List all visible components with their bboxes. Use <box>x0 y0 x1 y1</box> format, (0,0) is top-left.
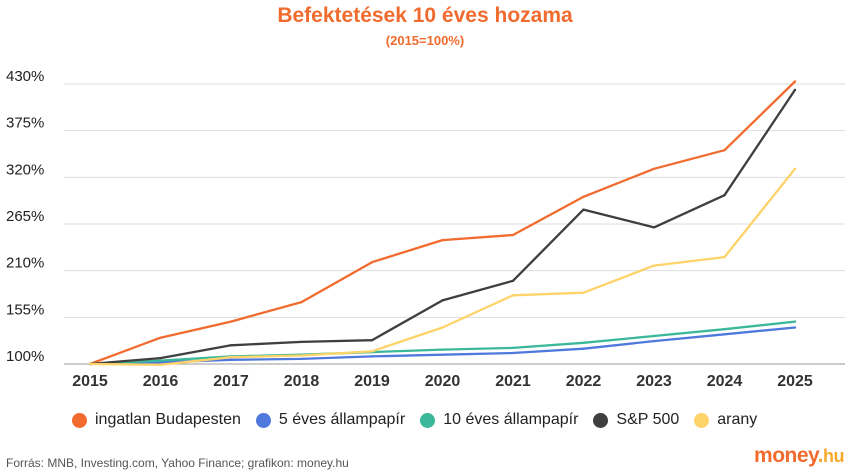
legend-label: S&P 500 <box>616 411 680 428</box>
series-point <box>370 339 374 342</box>
legend-label: ingatlan Budapesten <box>95 411 241 428</box>
y-tick-label: 265% <box>6 208 44 225</box>
series-point <box>793 167 797 171</box>
series-point <box>652 264 656 267</box>
series-point <box>229 356 233 359</box>
series-point <box>159 359 162 362</box>
x-tick-label: 2018 <box>284 373 320 390</box>
series-point <box>511 279 515 283</box>
line-chart: 430% 375% 320% 265% 210% 155% 100% 2015 2016 2017… <box>6 68 845 390</box>
legend-label: 5 éves állampapír <box>278 411 406 428</box>
x-tick-label: 2017 <box>213 373 249 390</box>
legend-item: S&P 500 <box>593 411 679 429</box>
series-point <box>441 326 444 329</box>
series-point <box>229 320 233 323</box>
legend-swatch <box>420 412 436 428</box>
x-tick-label: 2024 <box>707 373 743 390</box>
series-point <box>582 341 585 344</box>
series-point <box>300 357 303 361</box>
series-point <box>723 328 726 331</box>
series-point <box>723 193 726 197</box>
series-point <box>582 208 585 211</box>
logo-dot: . <box>817 444 824 467</box>
series-point <box>441 353 444 356</box>
x-tick-label: 2016 <box>143 373 179 390</box>
legend-swatch <box>694 412 710 428</box>
series-point <box>511 233 515 237</box>
x-tick-label: 2020 <box>425 373 461 390</box>
series-point <box>723 333 726 336</box>
series-point <box>793 320 797 323</box>
series-point <box>441 238 444 242</box>
series-point <box>370 350 374 353</box>
series-point <box>159 363 162 367</box>
chart-legend: ingatlan Budapesten 5 éves állampapír 10 é… <box>72 411 772 429</box>
source-note: Forrás: MNB, Investing.com, Yahoo Financ… <box>6 456 349 470</box>
series-line <box>89 80 796 366</box>
chart-subtitle: (2015=100%) <box>385 33 465 48</box>
legend-item: 10 éves állampapír <box>420 411 578 429</box>
x-tick-label: 2021 <box>495 373 531 390</box>
x-tick-label: 2025 <box>777 373 813 390</box>
series-point <box>582 347 585 350</box>
series-point <box>441 299 444 302</box>
series-point <box>723 148 726 152</box>
series-point <box>582 291 585 294</box>
series-point <box>159 336 162 339</box>
y-tick-label: 375% <box>6 115 44 132</box>
y-tick-label: 430% <box>6 68 44 85</box>
series-point <box>441 348 444 351</box>
series-point <box>652 339 656 343</box>
series-point <box>229 358 233 361</box>
legend-item: ingatlan Budapesten <box>72 411 241 429</box>
series-point <box>652 167 656 171</box>
x-tick-label: 2015 <box>72 373 108 390</box>
y-tick-label: 100% <box>6 348 44 365</box>
x-tick-label: 2023 <box>636 373 672 390</box>
series-point <box>370 260 374 264</box>
legend-swatch <box>593 412 609 428</box>
y-tick-label: 155% <box>6 301 44 318</box>
series-point <box>582 195 585 199</box>
series-point <box>159 356 162 360</box>
y-tick-label: 210% <box>6 255 44 272</box>
y-tick-label: 320% <box>6 161 44 178</box>
x-tick-label: 2022 <box>566 373 602 390</box>
money-hu-logo: money.hu <box>754 444 844 468</box>
logo-tld: hu <box>823 446 845 466</box>
series-point <box>652 226 656 229</box>
series-point <box>511 351 515 355</box>
series-point <box>88 362 92 366</box>
series-point <box>511 346 515 350</box>
x-tick-label: 2019 <box>354 373 390 390</box>
legend-label: arany <box>717 411 758 428</box>
legend-item: arany <box>694 411 757 429</box>
legend-item: 5 éves állampapír <box>255 411 406 429</box>
legend-swatch <box>72 412 87 428</box>
series-point <box>652 334 656 338</box>
series-point <box>511 294 515 297</box>
series-point <box>793 326 797 329</box>
logo-name: money <box>754 444 818 467</box>
legend-label: 10 éves állampapír <box>443 411 579 428</box>
series-point <box>793 80 797 83</box>
chart-title: Befektetések 10 éves hozama <box>277 4 573 27</box>
series-point <box>229 344 233 347</box>
series-point <box>300 354 303 357</box>
series-point <box>370 355 374 358</box>
series-point <box>793 88 797 92</box>
legend-swatch <box>255 412 271 428</box>
series-point <box>300 340 303 344</box>
series-point <box>723 255 726 259</box>
series-line <box>89 168 796 366</box>
series-point <box>300 300 303 304</box>
